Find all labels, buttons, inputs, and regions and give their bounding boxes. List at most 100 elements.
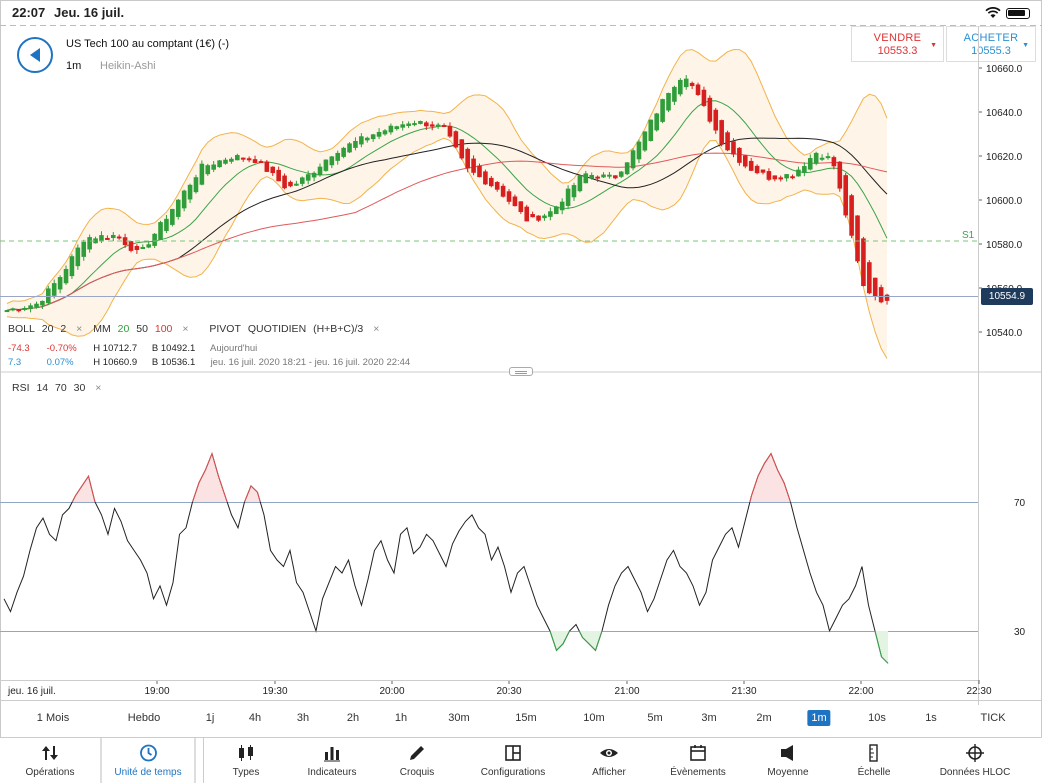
toolbar-pencil-button[interactable]: Croquis xyxy=(367,738,467,783)
candle-body xyxy=(370,134,376,140)
buy-caret-icon: ▼ xyxy=(1022,42,1029,49)
candle-body xyxy=(624,162,630,175)
panel-splitter-handle[interactable] xyxy=(509,367,533,376)
timeframe-1s[interactable]: 1s xyxy=(925,712,937,724)
toolbar-sort-arrows-button[interactable]: Opérations xyxy=(0,738,100,783)
timeframe-hebdo[interactable]: Hebdo xyxy=(127,712,161,724)
candle-body xyxy=(524,206,530,222)
price-tick-label: 10620.0 xyxy=(986,152,1023,163)
pivot-label[interactable]: PIVOT xyxy=(209,323,241,335)
candles xyxy=(4,75,890,313)
candle-body xyxy=(364,137,370,141)
candle-body xyxy=(424,122,429,127)
candle-body xyxy=(483,171,488,185)
candle-body xyxy=(790,176,795,179)
candle-body xyxy=(654,113,659,131)
sell-caret-icon: ▼ xyxy=(930,42,937,49)
timeframe-2h[interactable]: 2h xyxy=(346,712,360,724)
timeframe-1m[interactable]: 1m xyxy=(807,710,831,726)
toolbar-label: Opérations xyxy=(25,767,75,778)
timeframe-3m[interactable]: 3m xyxy=(701,712,717,724)
candle-body xyxy=(240,157,246,160)
candle-body xyxy=(276,169,281,182)
toolbar-crosshair-button[interactable]: Données HLOC xyxy=(925,738,1025,783)
price-chart[interactable]: 70 30 S1 10660.0 10640.0 10620.0 10600.0 10580… xyxy=(0,0,1042,705)
timeframe-15m[interactable]: 15m xyxy=(515,712,537,724)
toolbar-label: Configurations xyxy=(480,767,546,778)
toolbar-bar-chart-button[interactable]: Indicateurs xyxy=(282,738,382,783)
instrument-name[interactable]: US Tech 100 au comptant (1€) (-) xyxy=(66,38,230,50)
toolbar-candles-button[interactable]: Types xyxy=(196,738,296,783)
time-tick-label: 20:30 xyxy=(496,686,521,697)
candle-body xyxy=(40,300,45,306)
candle-body xyxy=(51,283,57,296)
rsi-label[interactable]: RSI xyxy=(12,382,30,394)
candle-body xyxy=(347,143,352,153)
candle-body xyxy=(861,238,866,287)
sell-price: 10553.3 xyxy=(877,45,918,57)
timeframe-3h[interactable]: 3h xyxy=(296,712,310,724)
back-arrow-icon xyxy=(30,48,40,62)
mm-label[interactable]: MM xyxy=(93,323,111,335)
battery-icon xyxy=(1006,8,1030,19)
candle-body xyxy=(376,131,382,137)
candle-body xyxy=(252,159,258,163)
toolbar-speaker-button[interactable]: Moyenne xyxy=(738,738,838,783)
candle-body xyxy=(642,131,648,151)
candle-body xyxy=(731,141,736,155)
remove-rsi-icon[interactable]: × xyxy=(95,382,102,394)
timeframe-5m[interactable]: 5m xyxy=(647,712,663,724)
toolbar-label: Croquis xyxy=(399,767,435,778)
timeframe-10s[interactable]: 10s xyxy=(868,712,886,724)
candle-body xyxy=(57,277,63,290)
period-today: Aujourd'hui xyxy=(210,343,258,354)
candle-body xyxy=(299,177,305,184)
remove-pivot-icon[interactable]: × xyxy=(373,323,380,335)
candle-body xyxy=(99,235,104,241)
candle-body xyxy=(140,247,146,250)
candle-body xyxy=(748,160,754,171)
toolbar-calendar-button[interactable]: Évènements xyxy=(648,738,748,783)
candle-body xyxy=(317,166,323,176)
candle-body xyxy=(559,201,565,211)
candle-body xyxy=(518,201,524,213)
timeframe-1j[interactable]: 1j xyxy=(205,712,215,724)
toolbar-clock-button[interactable]: Unité de temps xyxy=(100,738,196,783)
candle-body xyxy=(500,185,506,197)
candle-body xyxy=(63,268,69,284)
buy-button[interactable]: ACHETER 10555.3 ▼ xyxy=(946,26,1036,62)
candle-body xyxy=(689,82,695,87)
indicator-legend: BOLL 20 2 × MM 20 50 100 × PIVOT QUOTIDI… xyxy=(8,323,383,335)
candle-body xyxy=(742,155,748,167)
toolbar-ruler-button[interactable]: Échelle xyxy=(824,738,924,783)
timeframe-tick[interactable]: TICK xyxy=(980,712,1006,724)
time-tick-label: 21:30 xyxy=(731,686,756,697)
change-range: 7.3 xyxy=(8,357,22,368)
timeframe-30m[interactable]: 30m xyxy=(448,712,470,724)
candle-body xyxy=(678,79,683,95)
candle-body xyxy=(707,97,713,122)
timeframe-1-mois[interactable]: 1 Mois xyxy=(36,712,70,724)
timeframe-2m[interactable]: 2m xyxy=(756,712,772,724)
candle-body xyxy=(725,132,730,151)
candle-body xyxy=(81,241,87,257)
candle-body xyxy=(311,172,317,178)
buy-price: 10555.3 xyxy=(971,45,1011,57)
high-range: H 10660.9 xyxy=(93,357,138,368)
candle-body xyxy=(607,174,612,177)
toolbar-eye-button[interactable]: Afficher xyxy=(559,738,659,783)
boll-param-2: 2 xyxy=(60,323,67,335)
remove-boll-icon[interactable]: × xyxy=(76,323,83,335)
back-button[interactable] xyxy=(17,37,53,73)
sell-button[interactable]: VENDRE 10553.3 ▼ xyxy=(851,26,944,62)
timeframe-10m[interactable]: 10m xyxy=(583,712,605,724)
candle-body xyxy=(512,196,518,207)
timeframe-4h[interactable]: 4h xyxy=(248,712,262,724)
toolbar-layout-button[interactable]: Configurations xyxy=(463,738,563,783)
candle-body xyxy=(813,152,819,164)
candle-body xyxy=(429,124,435,127)
boll-label[interactable]: BOLL xyxy=(8,323,35,335)
remove-mm-icon[interactable]: × xyxy=(182,323,189,335)
rsi-legend: RSI 14 70 30 × xyxy=(12,382,105,394)
timeframe-1h[interactable]: 1h xyxy=(394,712,408,724)
